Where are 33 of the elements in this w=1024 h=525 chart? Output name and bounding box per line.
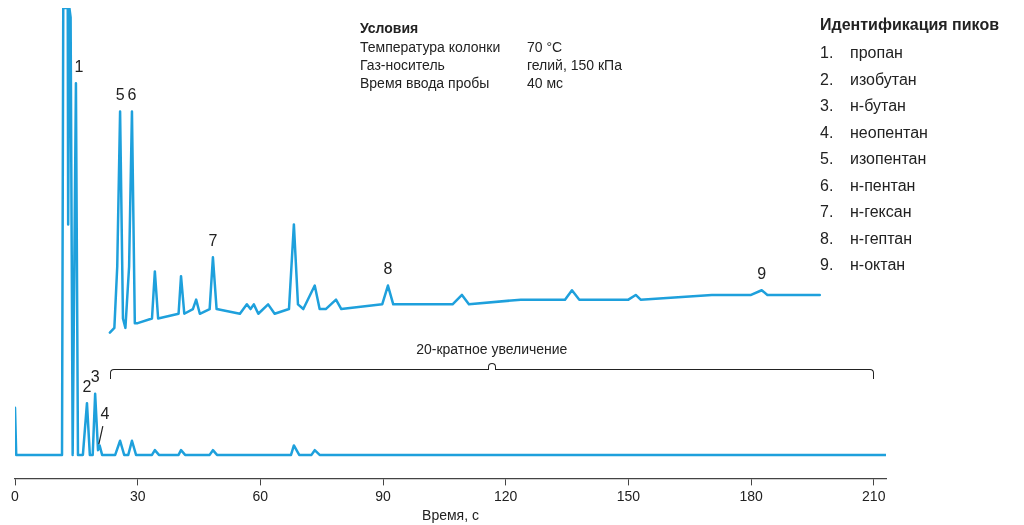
annotation: Идентификация пиков: [820, 16, 999, 34]
annotation: Условия: [360, 20, 420, 36]
annotation: 3: [90, 368, 100, 386]
x-tick-label: 120: [494, 487, 518, 504]
x-axis-title: Время, с: [422, 507, 479, 524]
annotation: 20-кратное увеличение: [416, 341, 568, 357]
annotation: 5. изопентан: [820, 149, 927, 169]
annotation: 4. неопентан: [820, 122, 928, 143]
annotation: 2. изобутан: [820, 69, 917, 90]
text: Время ввода пробы 40 мс: [360, 75, 564, 91]
x-tick-label: 90: [375, 487, 392, 504]
annotation: 9. н-октан: [820, 255, 906, 275]
x-tick-label: 0: [11, 487, 20, 504]
x-tick-label: 210: [862, 487, 886, 504]
annotation: 7. н-гексан: [820, 202, 912, 222]
annotation: 2: [82, 377, 92, 395]
annotation: 6: [127, 85, 137, 103]
x-tick-label: 150: [616, 487, 641, 504]
annotation: 3. н-бутан: [820, 96, 906, 116]
annotation: 6. н-пентан: [820, 175, 916, 196]
x-tick-label: 180: [739, 487, 763, 504]
annotation: 7: [208, 231, 218, 249]
annotation: 5: [115, 85, 125, 103]
text: Газ-носитель гелий, 150 кПа: [360, 57, 622, 73]
annotation: 8: [383, 259, 393, 277]
annotation: 4: [100, 404, 110, 422]
annotation: 1: [74, 57, 84, 75]
x-tick-label: 30: [129, 487, 146, 504]
x-tick-label: 60: [252, 487, 269, 504]
annotation: 8. н-гептан: [820, 228, 913, 249]
annotation: 1. пропан: [820, 43, 903, 63]
text: Температура колонки 70 °C: [360, 39, 563, 55]
annotation: 9: [757, 264, 767, 282]
